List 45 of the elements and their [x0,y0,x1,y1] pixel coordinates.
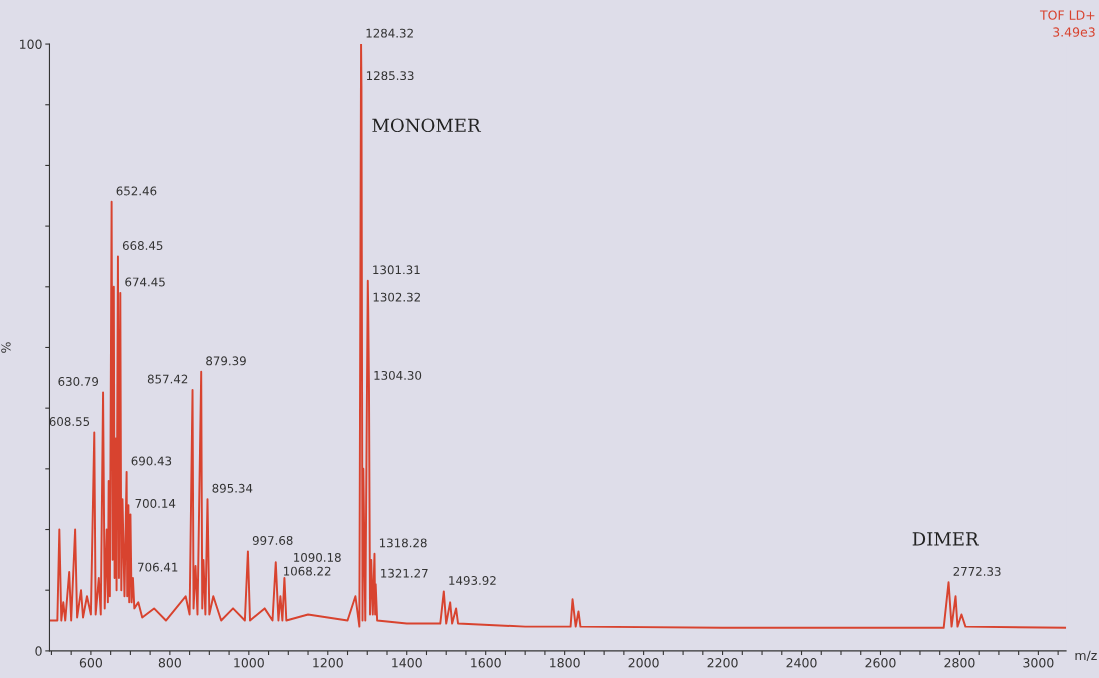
annotation: 1284.32 [366,28,413,38]
x-tick-label: 1600 [471,658,501,668]
x-tick-label: 1400 [392,658,422,668]
y-tick-label: 100 [20,39,42,49]
annotation: 652.46 [116,186,157,196]
x-tick-label: 2800 [944,658,975,668]
annotation: 857.42 [147,374,188,384]
annotation: 706.41 [138,562,178,572]
annotation: 1318.28 [379,538,427,548]
annotation: 1285.33 [366,71,414,81]
annotation: 997.68 [252,535,293,545]
annotation: 668.45 [122,241,163,250]
annotation: DIMER [912,532,980,546]
x-tick-label: 1200 [313,658,343,668]
x-tick-label: 600 [79,658,103,668]
text: TOF LD+ [1039,10,1095,20]
text: 3.49e3 [1053,27,1095,37]
x-tick-label: 800 [158,658,181,668]
x-tick-label: 1000 [234,658,264,668]
y-tick-label: 0 [35,646,42,656]
annotation: 1493.92 [449,576,496,585]
annotation: 895.34 [212,483,253,493]
x-tick-label: 1800 [550,658,580,668]
line-series [49,44,1067,629]
x-tick-label: 2400 [786,658,817,668]
annotation: 608.55 [49,417,90,426]
annotation: 1321.27 [381,568,428,578]
annotation: 1302.32 [373,292,420,302]
annotation: 1068.22 [284,566,331,576]
annotation: 674.45 [125,277,165,287]
x-tick-label: 3000 [1023,658,1054,668]
annotation: 1304.30 [374,370,422,380]
annotation: 1301.31 [373,265,420,275]
annotation: 1090.18 [294,552,341,562]
annotation: 700.14 [135,498,176,508]
annotation: 630.79 [58,377,99,386]
x-tick-label: 2000 [628,658,659,668]
annotation: 690.43 [131,456,172,466]
annotation: MONOMER [372,118,482,133]
annotation: 2772.33 [953,566,1001,576]
x-tick-label: 2200 [707,658,738,668]
x-tick-label: 2600 [865,658,896,668]
y-axis-title: % [1,342,11,353]
annotation: 879.39 [206,356,246,366]
x-axis-title: m/z [1075,650,1097,662]
